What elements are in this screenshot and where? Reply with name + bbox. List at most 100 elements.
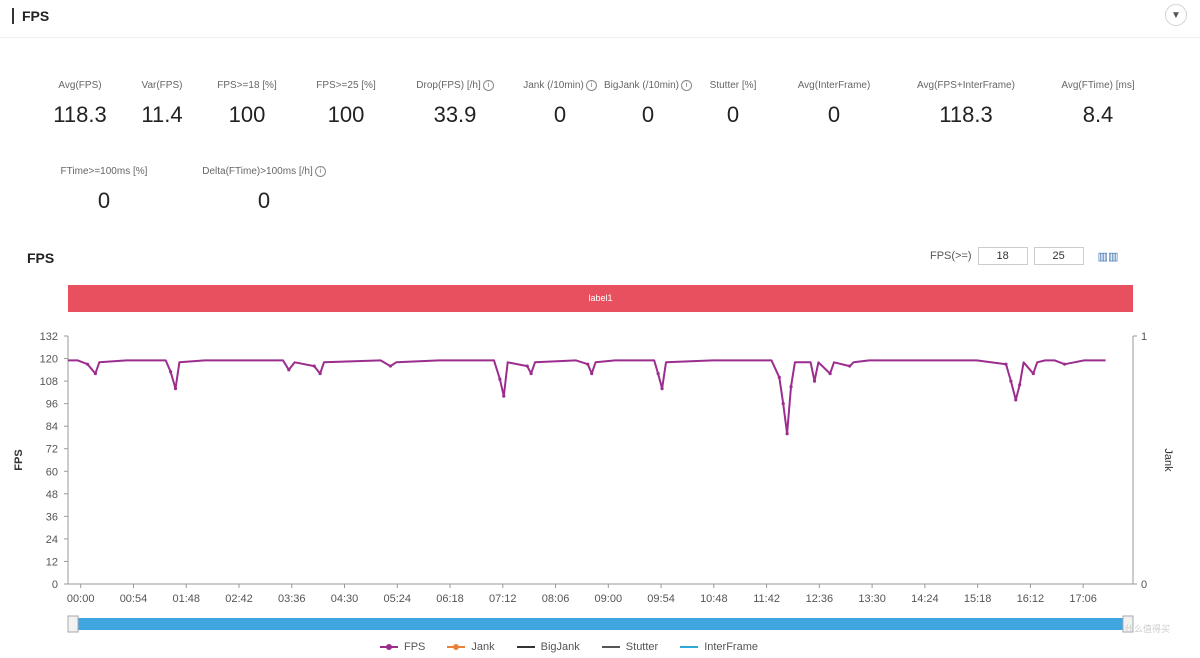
info-icon[interactable]: i — [482, 80, 494, 91]
threshold-label: FPS(>=) — [930, 250, 972, 262]
metric-value: 118.3 — [53, 102, 107, 127]
threshold-input-1[interactable]: 18 — [977, 247, 1028, 265]
metric-6: BigJank (/10min) i 0 — [578, 80, 718, 128]
metric-value: 0 — [553, 102, 567, 128]
y2-tick-label: 0 — [1141, 579, 1147, 591]
threshold-input-2[interactable]: 25 — [1033, 247, 1084, 265]
data-point — [848, 364, 852, 368]
legend-item-bigjank[interactable]: BigJank — [516, 641, 580, 653]
chevron-down-icon[interactable]: ▼ — [1165, 4, 1187, 26]
metric-value: 0 — [827, 102, 841, 127]
x-tick-label: 00:54 — [120, 593, 148, 605]
legend-item-fps[interactable]: FPS — [380, 641, 425, 653]
data-point — [1018, 383, 1022, 387]
legend-swatch — [601, 646, 620, 648]
x-tick-label: 00:00 — [67, 593, 95, 605]
x-tick-label: 17:06 — [1069, 593, 1097, 605]
series-line-fps — [68, 359, 1106, 435]
legend-item-interframe[interactable]: InterFrame — [680, 641, 758, 653]
data-point — [529, 371, 533, 376]
legend-label: Jank — [471, 641, 495, 653]
legend-swatch — [680, 646, 699, 648]
y-axis-label: FPS — [13, 449, 25, 470]
metric-0: Avg(FPS) 118.3 — [10, 80, 150, 128]
legend-item-jank[interactable]: Jank — [447, 641, 495, 653]
y-tick-label: 12 — [46, 556, 58, 568]
x-tick-label: 07:12 — [489, 593, 517, 605]
data-point — [828, 371, 832, 376]
x-tick-label: 13:30 — [858, 593, 886, 605]
y-tick-label: 48 — [46, 489, 58, 501]
y-tick-label: 120 — [40, 354, 58, 366]
metric-value: 33.9 — [433, 102, 477, 128]
data-point — [590, 371, 594, 376]
data-point — [1004, 362, 1008, 366]
y-tick-label: 72 — [46, 444, 58, 456]
x-tick-label: 03:36 — [278, 593, 306, 605]
data-point — [287, 368, 291, 372]
metric-value: 0 — [641, 102, 655, 128]
legend-label: Stutter — [625, 641, 659, 653]
metric-value: 8.4 — [1082, 102, 1114, 127]
chart-title: FPS — [27, 250, 55, 266]
y-tick-label: 36 — [46, 511, 58, 523]
x-tick-label: 16:12 — [1017, 593, 1045, 605]
data-point — [318, 371, 322, 376]
x-tick-label: 06:18 — [436, 593, 464, 605]
data-point — [586, 362, 590, 366]
legend-swatch — [380, 644, 398, 650]
legend-label: InterFrame — [704, 641, 758, 653]
data-point — [785, 432, 789, 436]
grid-view-icon[interactable]: ▥▥ — [1097, 250, 1119, 263]
data-point — [93, 371, 97, 376]
header-bar: FPS ▼ — [0, 0, 1200, 38]
metric-label: Delta(FTime)>100ms [/h] i — [194, 166, 334, 178]
x-tick-label: 08:06 — [542, 593, 570, 605]
legend-swatch — [447, 644, 466, 650]
metric-value: 11.4 — [141, 102, 183, 127]
chart-legend: FPS Jank BigJank Stutter InterFrame — [380, 641, 780, 653]
legend-label: FPS — [404, 641, 426, 653]
metric-10: Avg(FTime) [ms] 8.4 — [1028, 80, 1168, 128]
data-point — [525, 364, 529, 368]
metric-label: Avg(FTime) [ms] — [1061, 80, 1135, 91]
metric-value: 0 — [257, 188, 271, 214]
info-icon[interactable]: i — [585, 80, 597, 91]
legend-item-stutter[interactable]: Stutter — [601, 641, 659, 653]
info-icon[interactable]: i — [314, 166, 326, 177]
x-tick-label: 09:00 — [595, 593, 623, 605]
metric-3: FPS>=25 [%] 100 — [276, 80, 416, 128]
data-point — [502, 394, 506, 398]
y-tick-label: 108 — [40, 376, 58, 388]
metric-label: FPS>=25 [%] — [316, 80, 376, 91]
fps-chart: 0 12 24 36 48 60 72 84 96 108 120 132 0 1 00:00 00:54 01… — [13, 331, 1174, 633]
info-icon[interactable]: i — [681, 80, 693, 91]
range-slider-track[interactable] — [74, 618, 1127, 630]
x-tick-label: 14:24 — [911, 593, 939, 605]
metric-label: FTime>=100ms [%] — [60, 166, 148, 177]
metric-7: Stutter [%] 0 — [663, 80, 803, 128]
metric-label: Jank (/10min) i — [490, 80, 630, 92]
y-tick-label: 96 — [46, 399, 58, 411]
y-tick-label: 84 — [46, 421, 58, 433]
metric-value: 118.3 — [939, 102, 993, 127]
label-bar: label1 — [68, 285, 1133, 312]
metric-label: BigJank (/10min) i — [578, 80, 718, 92]
metric-8: Avg(InterFrame) 0 — [764, 80, 904, 128]
y-tick-label: 0 — [52, 579, 58, 591]
range-slider-handle-right[interactable] — [1122, 615, 1134, 633]
metric-1: Var(FPS) 11.4 — [92, 80, 232, 128]
data-point — [789, 385, 793, 389]
x-tick-label: 11:42 — [753, 593, 780, 605]
metric-label: Avg(FPS) — [58, 80, 102, 91]
data-point — [498, 377, 502, 381]
x-tick-label: 02:42 — [225, 593, 253, 605]
data-point — [388, 364, 393, 368]
data-point — [660, 387, 664, 391]
data-point — [812, 379, 817, 383]
watermark: 什么值得买 — [1125, 624, 1171, 634]
x-tick-label: 10:48 — [700, 593, 728, 605]
fps-threshold-controls: FPS(>=) 18 25 ▥▥ — [930, 247, 1118, 265]
metric-11: FTime>=100ms [%] 0 — [34, 166, 174, 214]
range-slider-handle-left[interactable] — [67, 615, 79, 633]
